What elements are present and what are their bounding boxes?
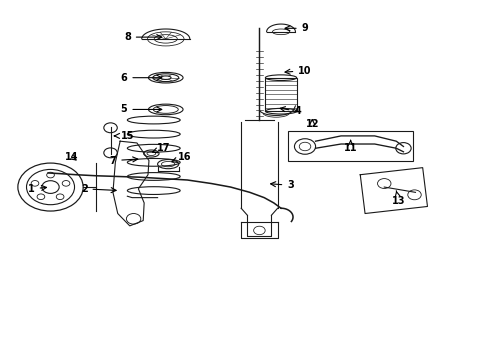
Text: 4: 4 bbox=[280, 106, 301, 116]
Text: 9: 9 bbox=[285, 23, 308, 33]
Text: 7: 7 bbox=[110, 156, 138, 166]
Text: 12: 12 bbox=[305, 118, 319, 129]
Text: 2: 2 bbox=[81, 184, 116, 194]
Text: 11: 11 bbox=[344, 140, 357, 153]
Bar bbox=[288, 131, 413, 161]
Text: 3: 3 bbox=[270, 180, 294, 190]
Text: 16: 16 bbox=[172, 152, 192, 162]
Text: 1: 1 bbox=[28, 184, 47, 194]
Text: 17: 17 bbox=[152, 143, 170, 153]
Text: 14: 14 bbox=[65, 152, 79, 162]
Text: 10: 10 bbox=[285, 66, 312, 76]
Text: 5: 5 bbox=[121, 104, 162, 114]
Text: 6: 6 bbox=[121, 73, 162, 83]
Text: 8: 8 bbox=[124, 32, 162, 42]
Bar bbox=[266, 78, 296, 111]
Text: 13: 13 bbox=[392, 191, 405, 206]
Text: 15: 15 bbox=[115, 131, 134, 141]
